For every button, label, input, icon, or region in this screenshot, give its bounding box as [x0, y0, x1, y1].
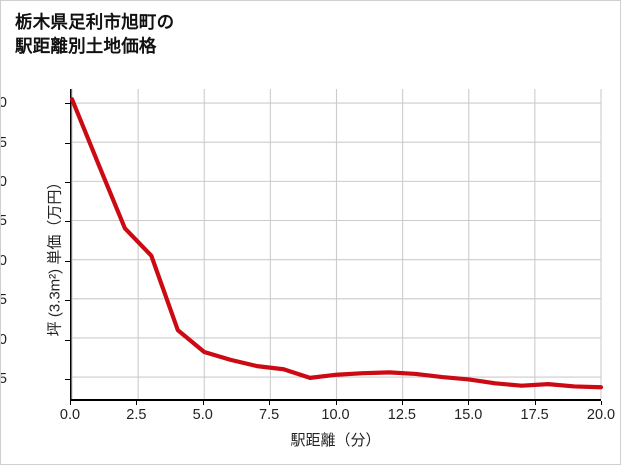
y-tick-label: 18.5	[1, 135, 7, 151]
y-tick-mark	[65, 300, 70, 302]
page-title: 栃木県足利市旭町の 駅距離別土地価格	[15, 12, 175, 57]
x-tick-label: 0.0	[59, 407, 81, 423]
x-tick-label: 2.5	[126, 407, 147, 423]
y-tick-label: 17.5	[1, 213, 7, 229]
y-tick-mark	[65, 260, 70, 262]
x-tick-label: 7.5	[259, 407, 280, 423]
y-tick-mark	[65, 221, 70, 223]
x-tick-mark	[534, 401, 536, 405]
grid-lines	[71, 89, 602, 399]
y-tick-label: 18.0	[1, 174, 7, 190]
x-tick-mark	[269, 401, 271, 405]
x-tick-label: 12.5	[387, 407, 416, 423]
x-tick-mark	[468, 401, 470, 405]
y-tick-label: 16.0	[1, 332, 7, 348]
x-tick-label: 20.0	[586, 407, 616, 423]
series-line	[69, 97, 604, 390]
y-tick-mark	[65, 142, 70, 144]
x-tick-label: 17.5	[520, 407, 549, 423]
line-series	[69, 97, 604, 390]
x-tick-mark	[136, 401, 138, 405]
x-tick-label: 5.0	[192, 407, 213, 423]
x-tick-mark	[401, 401, 403, 405]
x-axis-label: 駅距離（分）	[290, 432, 381, 449]
x-tick-label: 15.0	[454, 407, 483, 423]
y-tick-mark	[65, 103, 70, 105]
x-tick-mark	[202, 401, 204, 405]
x-tick-mark	[70, 401, 71, 405]
y-tick-label: 17.0	[1, 253, 7, 269]
x-tick-label: 10.0	[321, 407, 350, 423]
x-tick-mark	[601, 401, 602, 405]
y-tick-mark	[65, 378, 70, 380]
plot-area	[69, 89, 604, 401]
y-tick-label: 15.5	[1, 371, 7, 387]
y-tick-mark	[65, 181, 70, 183]
y-axis-label: 坪 (3.3m²) 単価（万円）	[46, 174, 64, 337]
y-tick-label: 16.5	[1, 292, 7, 308]
x-tick-mark	[335, 401, 337, 405]
y-tick-label: 19.0	[1, 95, 7, 111]
y-tick-mark	[65, 339, 70, 341]
